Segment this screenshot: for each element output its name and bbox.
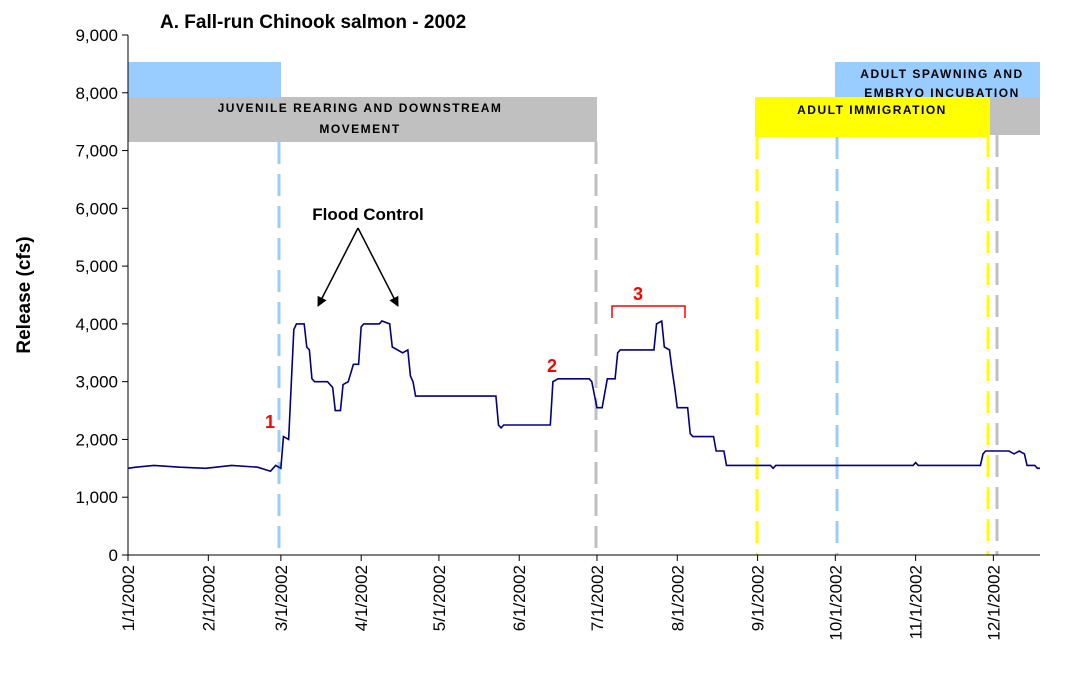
period-label: JUVENILE REARING AND DOWNSTREAM xyxy=(218,101,503,115)
y-tick-label: 3,000 xyxy=(75,373,118,392)
period-band xyxy=(990,97,1040,135)
annotation: 1 xyxy=(265,412,275,432)
y-tick-label: 6,000 xyxy=(75,199,118,218)
y-tick-label: 4,000 xyxy=(75,315,118,334)
period-band xyxy=(835,62,1040,98)
y-tick-label: 7,000 xyxy=(75,142,118,161)
x-tick-label: 7/1/2002 xyxy=(588,565,607,631)
x-tick-label: 6/1/2002 xyxy=(510,565,529,631)
period-label: MOVEMENT xyxy=(319,122,400,136)
period-label: ADULT SPAWNING AND xyxy=(860,67,1023,81)
y-tick-label: 8,000 xyxy=(75,84,118,103)
period-band xyxy=(755,97,990,137)
arrow xyxy=(317,227,359,307)
x-tick-label: 3/1/2002 xyxy=(272,565,291,631)
y-tick-label: 5,000 xyxy=(75,257,118,276)
chart-title: A. Fall-run Chinook salmon - 2002 xyxy=(160,12,466,33)
y-tick-label: 0 xyxy=(109,546,118,565)
release-line xyxy=(127,319,1040,473)
x-tick-label: 8/1/2002 xyxy=(668,565,687,631)
x-tick-label: 2/1/2002 xyxy=(199,565,218,631)
x-tick-label: 11/1/2002 xyxy=(907,565,926,639)
annotation: 2 xyxy=(547,356,557,376)
x-tick-label: 10/1/2002 xyxy=(826,565,845,641)
annotation: Flood Control xyxy=(312,205,423,224)
period-label: ADULT IMMIGRATION xyxy=(797,103,947,117)
boundaries xyxy=(277,135,999,555)
period-band xyxy=(128,62,281,98)
bracket xyxy=(611,305,686,318)
y-axis-label: Release (cfs) xyxy=(14,236,35,353)
period-band xyxy=(128,97,597,142)
x-tick-label: 12/1/2002 xyxy=(984,565,1003,641)
arrow xyxy=(357,227,399,307)
x-tick-label: 4/1/2002 xyxy=(352,565,371,631)
y-tick-label: 2,000 xyxy=(75,430,118,449)
x-tick-label: 1/1/2002 xyxy=(119,565,138,631)
x-tick-label: 5/1/2002 xyxy=(430,565,449,631)
x-tick-label: 9/1/2002 xyxy=(749,565,768,631)
annotation: 3 xyxy=(633,284,643,304)
period-label: EMBRYO INCUBATION xyxy=(864,86,1020,100)
y-tick-label: 1,000 xyxy=(75,488,118,507)
y-tick-label: 9,000 xyxy=(75,26,118,45)
